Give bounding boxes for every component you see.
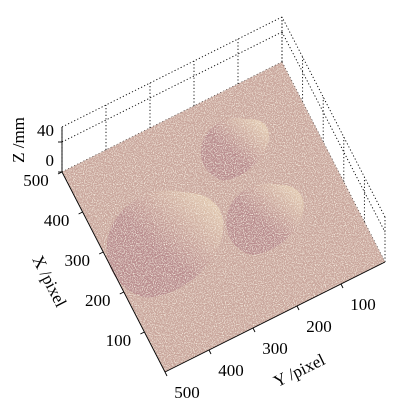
x-tick [140,332,144,334]
y-tick [209,350,211,354]
x-tick-label: 200 [85,291,111,310]
z-axis-title: Z /mm [9,117,28,163]
x-tick [79,212,83,214]
y-tick-label: 500 [174,383,200,402]
base-plane [62,62,385,372]
y-tick-label: 100 [350,295,376,314]
chart: 100200300400500100200300400500040 Z /mm … [0,0,394,404]
y-tick [341,284,343,288]
x-tick-label: 100 [106,331,132,350]
y-tick [297,306,299,310]
x-tick-label: 300 [64,251,90,270]
x-tick-label: 500 [23,171,49,190]
y-tick-label: 300 [262,339,288,358]
x-tick-label: 400 [44,211,70,230]
z-tick-label: 0 [46,151,55,170]
surface [62,62,385,372]
y-tick [253,328,255,332]
y-tick [165,372,167,376]
z-tick-label: 40 [37,121,54,140]
y-tick-label: 200 [306,317,332,336]
y-tick-label: 400 [218,361,244,380]
x-tick [99,252,103,254]
x-tick [120,292,124,294]
